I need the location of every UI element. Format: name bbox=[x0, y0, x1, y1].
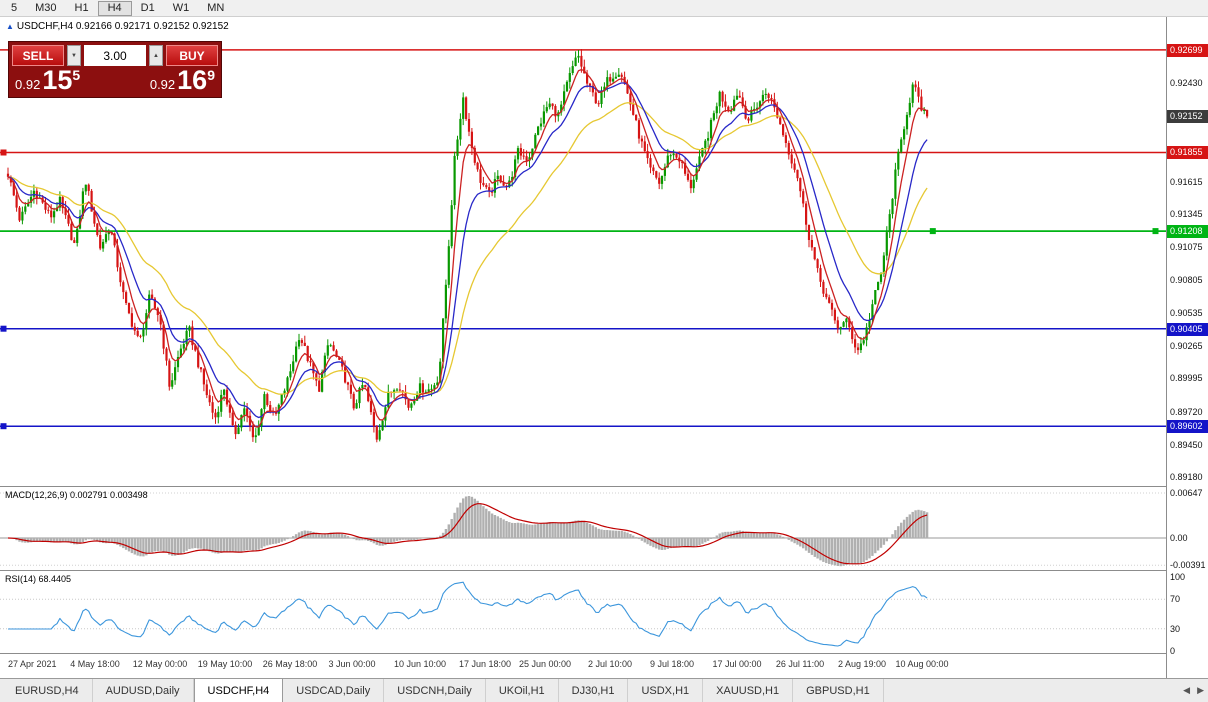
timeframe-button-w1[interactable]: W1 bbox=[172, 1, 190, 14]
candlestick-chart[interactable] bbox=[0, 17, 1166, 486]
level-price-badge: 0.91208 bbox=[1167, 225, 1208, 238]
current-price-badge: 0.92152 bbox=[1167, 110, 1208, 123]
macd-axis-tick: 0.00 bbox=[1170, 533, 1188, 543]
sell-price-pips: 15 bbox=[42, 65, 73, 95]
time-label: 17 Jul 00:00 bbox=[712, 659, 762, 669]
time-label: 17 Jun 18:00 bbox=[458, 659, 512, 669]
time-label: 25 Jun 00:00 bbox=[518, 659, 572, 669]
time-label: 10 Jun 10:00 bbox=[393, 659, 447, 669]
chart-title-text: USDCHF,H4 0.92166 0.92171 0.92152 0.9215… bbox=[16, 21, 229, 32]
timeframe-button-5[interactable]: 5 bbox=[11, 1, 18, 14]
price-tick: 0.89995 bbox=[1170, 373, 1203, 383]
lot-decrease-button[interactable]: ▼ bbox=[67, 45, 81, 66]
rsi-axis-tick: 0 bbox=[1170, 646, 1176, 656]
sell-price-base: 0.92 bbox=[15, 76, 41, 92]
symbol-tab-xauusd[interactable]: XAUUSD,H1 bbox=[703, 679, 794, 702]
time-label: 2 Aug 19:00 bbox=[837, 659, 887, 669]
macd-chart bbox=[0, 492, 1166, 567]
tab-scroll-buttons: ◀ ▶ bbox=[1183, 679, 1204, 702]
timeframe-button-m30[interactable]: M30 bbox=[35, 1, 57, 14]
level-price-badge: 0.91855 bbox=[1167, 146, 1208, 159]
time-label: 27 Apr 2021 bbox=[8, 659, 57, 669]
level-price-badge: 0.92699 bbox=[1167, 44, 1208, 57]
rsi-axis-tick: 100 bbox=[1170, 572, 1186, 582]
time-label: 26 Jul 11:00 bbox=[775, 659, 825, 669]
buy-price-pips: 16 bbox=[177, 65, 208, 95]
price-tick: 0.90805 bbox=[1170, 275, 1203, 285]
price-tick: 0.91615 bbox=[1170, 177, 1203, 187]
chart-icon: ▲ bbox=[6, 22, 14, 31]
rsi-label: RSI(14) 68.4405 bbox=[5, 574, 72, 584]
time-label: 9 Jul 18:00 bbox=[649, 659, 695, 669]
price-tick: 0.90535 bbox=[1170, 308, 1203, 318]
symbol-tabs: EURUSD,H4 AUDUSD,Daily USDCHF,H4 USDCAD,Dai… bbox=[2, 679, 884, 702]
timeframe-toolbar: 5 M30 H1 H4 D1 W1 MN bbox=[0, 0, 1208, 17]
rsi-axis-tick: 70 bbox=[1170, 594, 1181, 604]
macd-axis-tick: -0.00391 bbox=[1170, 560, 1206, 570]
symbol-tab-usdcnh[interactable]: USDCNH,Daily bbox=[384, 679, 486, 702]
symbol-tab-eurusd[interactable]: EURUSD,H4 bbox=[2, 679, 93, 702]
symbol-tab-bar: EURUSD,H4 AUDUSD,Daily USDCHF,H4 USDCAD,Dai… bbox=[0, 678, 1208, 702]
timeframe-button-h4[interactable]: H4 bbox=[97, 0, 132, 16]
price-tick: 0.89720 bbox=[1170, 407, 1203, 417]
symbol-tab-usdchf[interactable]: USDCHF,H4 bbox=[193, 679, 284, 702]
timeframe-button-d1[interactable]: D1 bbox=[140, 1, 155, 14]
macd-axis-tick: 0.00647 bbox=[1170, 488, 1203, 498]
price-tick: 0.91345 bbox=[1170, 209, 1203, 219]
buy-price-fraction: 9 bbox=[207, 67, 215, 83]
buy-price: 0.92 16 9 bbox=[149, 65, 215, 95]
chart-plot-column: ▲ USDCHF,H4 0.92166 0.92171 0.92152 0.921… bbox=[0, 17, 1166, 678]
main-chart-pane[interactable]: ▲ USDCHF,H4 0.92166 0.92171 0.92152 0.921… bbox=[0, 17, 1166, 487]
symbol-tab-usdcad[interactable]: USDCAD,Daily bbox=[283, 679, 385, 702]
price-tick: 0.89450 bbox=[1170, 440, 1203, 450]
symbol-tab-ukoil[interactable]: UKOil,H1 bbox=[486, 679, 559, 702]
time-label: 19 May 10:00 bbox=[197, 659, 253, 669]
timeframe-button-mn[interactable]: MN bbox=[207, 1, 225, 14]
timeframe-button-h1[interactable]: H1 bbox=[74, 1, 89, 14]
buy-price-base: 0.92 bbox=[149, 76, 176, 92]
sell-button[interactable]: SELL bbox=[12, 45, 64, 66]
symbol-tab-gbpusd[interactable]: GBPUSD,H1 bbox=[793, 679, 884, 702]
time-label: 12 May 00:00 bbox=[132, 659, 188, 669]
price-tick: 0.92430 bbox=[1170, 78, 1203, 88]
level-price-badge: 0.90405 bbox=[1167, 323, 1208, 336]
rsi-pane[interactable]: RSI(14) 68.4405 bbox=[0, 571, 1166, 654]
level-price-badge: 0.89602 bbox=[1167, 420, 1208, 433]
tab-scroll-right-icon[interactable]: ▶ bbox=[1197, 685, 1204, 695]
time-label: 3 Jun 00:00 bbox=[328, 659, 376, 669]
symbol-tab-dj30[interactable]: DJ30,H1 bbox=[559, 679, 629, 702]
macd-pane[interactable]: MACD(12,26,9) 0.002791 0.003498 bbox=[0, 487, 1166, 571]
rsi-axis-tick: 30 bbox=[1170, 624, 1181, 634]
rsi-chart bbox=[0, 581, 1166, 647]
time-label: 10 Aug 00:00 bbox=[895, 659, 949, 669]
time-axis[interactable]: 27 Apr 2021 4 May 18:00 12 May 00:00 19 May… bbox=[0, 654, 1166, 678]
buy-button[interactable]: BUY bbox=[166, 45, 218, 66]
sell-price-fraction: 5 bbox=[72, 67, 81, 83]
macd-label: MACD(12,26,9) 0.002791 0.003498 bbox=[5, 490, 148, 500]
one-click-trading-panel: SELL ▼ 3.00 ▲ BUY 0.92 15 5 0.92 bbox=[8, 41, 222, 98]
sell-price: 0.92 15 5 bbox=[15, 65, 81, 95]
price-axis[interactable]: 0.92430 0.91615 0.91345 0.91075 0.90805 0.905… bbox=[1166, 17, 1208, 678]
time-label: 2 Jul 10:00 bbox=[587, 659, 633, 669]
lot-size-input[interactable]: 3.00 bbox=[84, 45, 146, 66]
chart-title: ▲ USDCHF,H4 0.92166 0.92171 0.92152 0.921… bbox=[6, 21, 229, 32]
price-tick: 0.91075 bbox=[1170, 242, 1203, 252]
lot-increase-button[interactable]: ▲ bbox=[149, 45, 163, 66]
spinner-down-icon: ▼ bbox=[71, 52, 77, 59]
symbol-tab-audusd[interactable]: AUDUSD,Daily bbox=[93, 679, 194, 702]
price-tick: 0.89180 bbox=[1170, 472, 1203, 482]
tab-scroll-left-icon[interactable]: ◀ bbox=[1183, 685, 1191, 695]
spinner-up-icon: ▲ bbox=[153, 52, 159, 59]
symbol-tab-usdx[interactable]: USDX,H1 bbox=[628, 679, 704, 702]
chart-window: ▲ USDCHF,H4 0.92166 0.92171 0.92152 0.921… bbox=[0, 17, 1208, 678]
time-label: 4 May 18:00 bbox=[70, 659, 120, 669]
time-label: 26 May 18:00 bbox=[262, 659, 318, 669]
price-tick: 0.90265 bbox=[1170, 341, 1203, 351]
